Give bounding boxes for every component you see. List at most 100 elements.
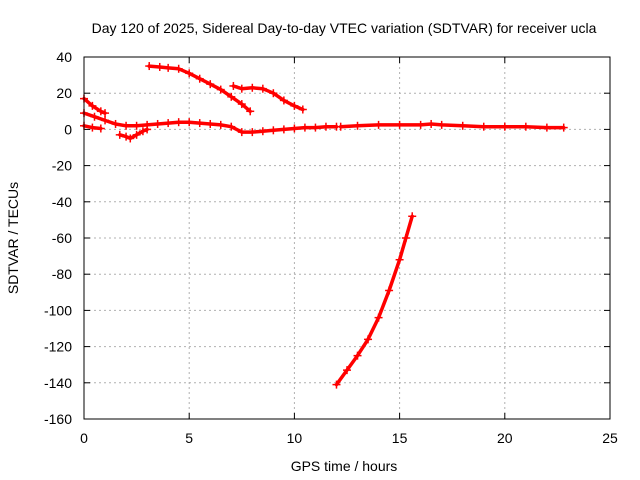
series-arc-1 [82,96,107,115]
data-point [427,119,436,128]
x-tick-label: 20 [497,430,513,446]
data-point [559,123,568,132]
data-point [126,134,135,143]
data-point [174,64,183,73]
data-point [216,120,225,129]
x-tick-label: 25 [602,430,618,446]
data-point [237,128,246,137]
data-point [258,127,267,136]
data-point [269,89,278,98]
data-point [353,121,362,130]
data-point [336,122,345,131]
x-tick-label: 10 [287,430,303,446]
data-point [521,122,530,131]
chart-title: Day 120 of 2025, Sidereal Day-to-day VTE… [92,20,597,36]
data-point [185,69,194,78]
y-axis-label: SDTVAR / TECUs [5,182,21,294]
data-point [138,127,147,136]
data-point [279,125,288,134]
data-point [88,101,97,110]
plot-frame [83,56,611,420]
y-tick-label: -160 [44,411,72,427]
data-point [122,121,131,130]
data-point [479,122,488,131]
data-point [132,130,141,139]
data-point [298,105,307,114]
x-tick-label: 5 [185,430,193,446]
data-point [227,92,236,101]
data-point [248,83,257,92]
x-axis-label: GPS time / hours [291,458,398,474]
data-point [96,124,105,133]
data-point [229,81,238,90]
data-point [185,118,194,127]
data-point [374,313,383,322]
data-point [206,119,215,128]
data-point [115,130,124,139]
data-point [174,118,183,127]
data-point [227,122,236,131]
x-tick-label: 15 [392,430,408,446]
data-point [143,125,152,134]
y-tick-label: -100 [44,302,72,318]
y-tick-label: -140 [44,375,72,391]
data-point [300,123,309,132]
y-tick-label: -120 [44,339,72,355]
y-tick-label: 40 [56,49,72,65]
data-point [395,255,404,264]
data-point [90,112,99,121]
y-tick-label: -80 [52,266,72,282]
data-point [343,366,351,375]
grid-layer [84,57,610,419]
data-point [290,101,299,110]
data-point [153,119,162,128]
series-layer [80,62,568,389]
data-point [96,107,105,116]
data-point [258,84,267,93]
data-point [458,121,467,130]
data-point [401,234,410,242]
data-point [101,116,110,125]
data-point [164,63,173,72]
data-point [248,128,257,137]
data-point [88,123,97,132]
data-point [237,100,246,109]
data-point [332,380,341,389]
y-tick-label: -40 [52,194,72,210]
data-point [364,335,373,344]
data-point [145,62,154,71]
data-point [279,96,288,105]
data-point [374,120,383,129]
data-point [408,212,417,221]
data-point [437,120,446,129]
tick-layer: 0 5 10 15 20 25 40 20 0 -20 -40 -60 -80 -100 -120 -140 -… [44,49,618,446]
data-point [246,107,255,116]
data-point [311,123,320,132]
data-point [216,85,225,94]
data-point [206,80,215,89]
data-point [195,119,204,128]
data-point [164,119,173,128]
data-point [122,132,131,141]
y-tick-label: -60 [52,230,72,246]
data-point [269,126,278,135]
data-point [132,121,141,130]
x-tick-label: 0 [80,430,88,446]
data-point [101,109,110,118]
y-tick-label: 0 [64,121,72,137]
data-point [111,119,120,128]
data-point [353,351,362,360]
data-point [542,123,551,132]
data-point [395,120,404,129]
data-point [416,120,425,129]
data-point [385,286,394,295]
data-point [195,74,204,83]
data-point [321,122,330,131]
y-tick-label: 20 [56,85,72,101]
y-tick-label: -20 [52,158,72,174]
data-point [237,84,246,93]
data-point [155,62,164,71]
data-point [290,124,299,133]
